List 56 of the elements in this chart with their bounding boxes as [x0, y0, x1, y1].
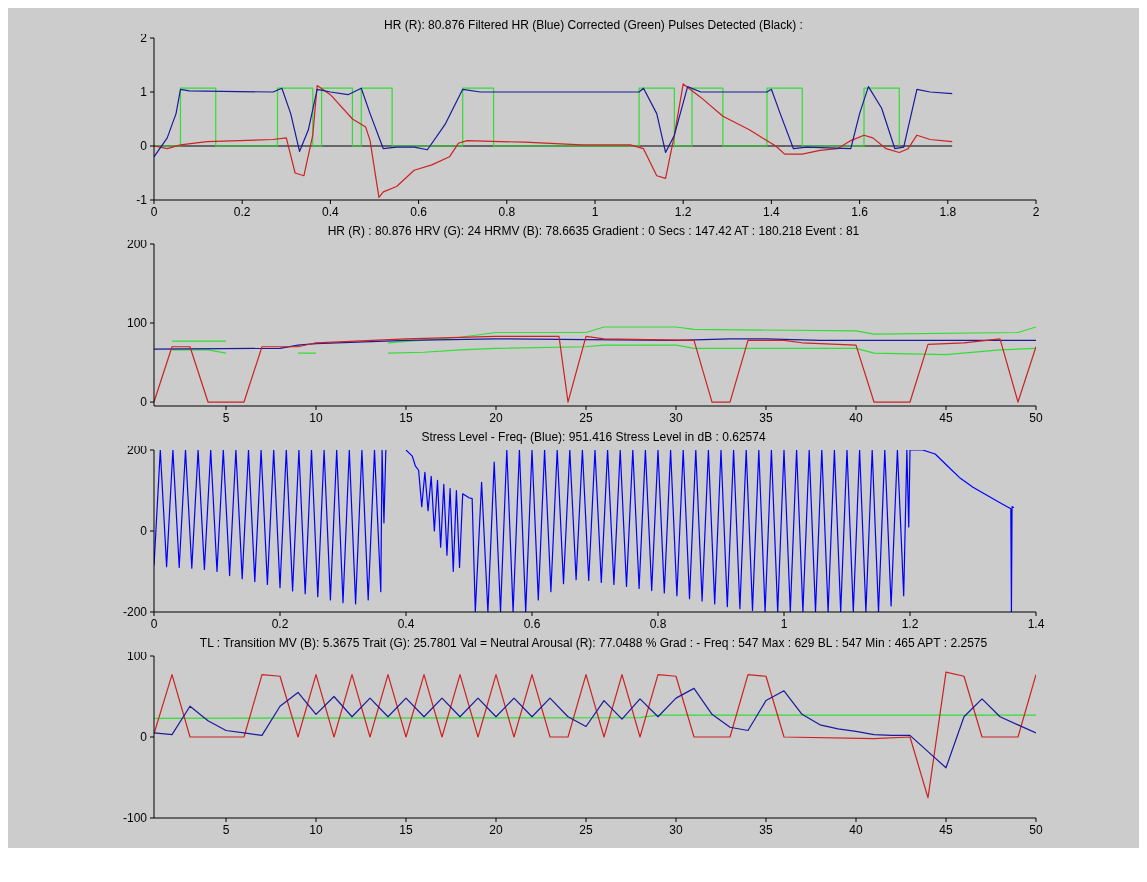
x-tick-label: 1.2 — [901, 616, 919, 631]
x-tick-label: 10 — [309, 822, 323, 837]
x-tick-label: 0.6 — [410, 204, 428, 219]
x-tick-label: 0.2 — [233, 204, 251, 219]
x-tick-label: 1 — [591, 204, 599, 219]
x-tick-label: 45 — [939, 822, 953, 837]
y-tick-label: 0 — [140, 524, 148, 539]
x-tick-label: 45 — [939, 410, 953, 425]
x-tick-label: 1.2 — [674, 204, 692, 219]
chart-title: Stress Level - Freq- (Blue): 951.416 Stress Level in dB : 0.62574 — [421, 430, 766, 444]
y-tick-label: -1 — [136, 193, 148, 208]
x-tick-label: 0.6 — [523, 616, 541, 631]
x-tick-label: 50 — [1029, 822, 1043, 837]
x-tick-label: 5 — [222, 822, 230, 837]
x-tick-label: 35 — [759, 410, 773, 425]
x-tick-label: 0.4 — [397, 616, 415, 631]
x-tick-label: 1.6 — [851, 204, 869, 219]
x-tick-label: 20 — [489, 410, 503, 425]
x-tick-label: 1 — [780, 616, 788, 631]
y-tick-label: 100 — [126, 649, 148, 664]
x-tick-label: 0.8 — [498, 204, 516, 219]
y-tick-label: -200 — [122, 605, 148, 620]
x-tick-label: 5 — [222, 410, 230, 425]
chart-title: HR (R): 80.876 Filtered HR (Blue) Corrected (Green) Pulses Detected (Black) : — [384, 18, 803, 32]
x-tick-label: 35 — [759, 822, 773, 837]
x-tick-label: 1.8 — [939, 204, 957, 219]
chart-title: HR (R) : 80.876 HRV (G): 24 HRMV (B): 78.6635 Gradient : 0 Secs : 147.42 AT : 180.218 Event : 81 — [327, 224, 860, 238]
x-tick-label: 20 — [489, 822, 503, 837]
y-tick-label: 2 — [140, 31, 148, 46]
x-tick-label: 0.8 — [649, 616, 667, 631]
x-tick-label: 40 — [849, 410, 863, 425]
y-tick-label: 200 — [126, 237, 148, 252]
chart-title: TL : Transition MV (B): 5.3675 Trait (G): 25.7801 Val = Neutral Arousal (R): 77.0488 % Grad : - Freq : 547 Max : 629 BL : 547 Min : 465 APT : 2.2575 — [199, 636, 988, 650]
x-tick-label: 0 — [150, 204, 158, 219]
x-tick-label: 1.4 — [763, 204, 781, 219]
x-tick-label: 25 — [579, 410, 593, 425]
y-tick-label: 0 — [140, 730, 148, 745]
x-tick-label: 0.4 — [322, 204, 340, 219]
y-tick-label: 1 — [140, 85, 148, 100]
x-tick-label: 15 — [399, 822, 413, 837]
x-tick-label: 10 — [309, 410, 323, 425]
x-tick-label: 30 — [669, 410, 683, 425]
y-tick-label: 100 — [126, 316, 148, 331]
x-tick-label: 25 — [579, 822, 593, 837]
x-tick-label: 1.4 — [1027, 616, 1045, 631]
x-tick-label: 30 — [669, 822, 683, 837]
x-tick-label: 0.2 — [271, 616, 289, 631]
y-tick-label: 200 — [126, 443, 148, 458]
x-tick-label: 0 — [150, 616, 158, 631]
x-tick-label: 50 — [1029, 410, 1043, 425]
y-tick-label: -100 — [122, 811, 148, 826]
y-tick-label: 0 — [140, 139, 148, 154]
x-tick-label: 40 — [849, 822, 863, 837]
x-tick-label: 15 — [399, 410, 413, 425]
x-tick-label: 2 — [1032, 204, 1040, 219]
y-tick-label: 0 — [140, 395, 148, 410]
